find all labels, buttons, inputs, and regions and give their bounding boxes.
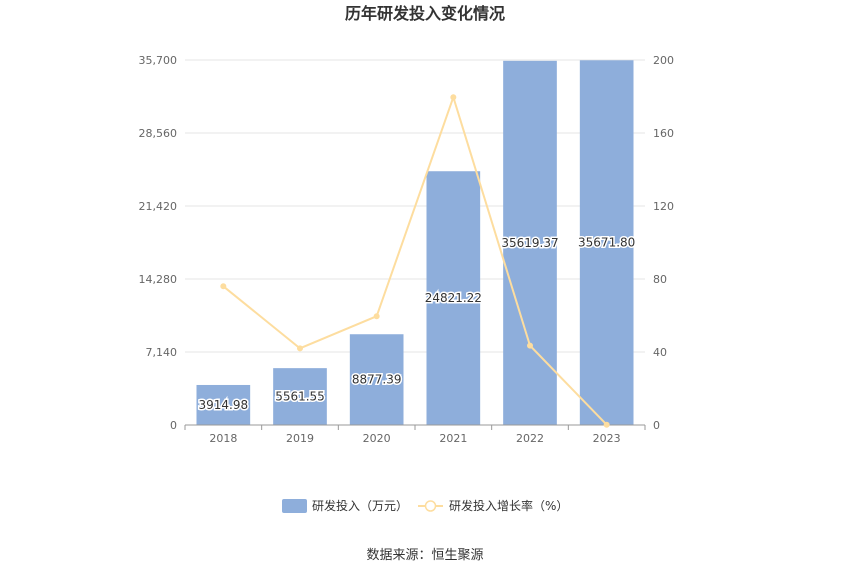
x-tick-label: 2022 (516, 432, 544, 445)
bar-value-label: 35671.80 (578, 236, 635, 250)
legend-line-label: 研发投入增长率（%） (449, 498, 568, 513)
y-right-tick-label: 120 (653, 200, 674, 213)
bar[interactable] (426, 171, 481, 425)
y-left-tick-label: 7,140 (146, 346, 178, 359)
bar-value-label: 5561.55 (275, 390, 325, 404)
bar-labels: 3914.98 5561.55 8877.39 24821.22 35619.37 356… (197, 234, 637, 413)
growth-line (220, 94, 610, 428)
bar-value-label: 3914.98 (199, 398, 249, 412)
y-left-tick-label: 21,420 (139, 200, 178, 213)
growth-point[interactable] (297, 345, 303, 352)
bar[interactable] (273, 368, 327, 425)
y-axis-right: 0 40 80 120 160 200 (653, 54, 674, 432)
legend-item-bar[interactable]: 研发投入（万元） (282, 498, 408, 513)
y-left-tick-label: 0 (170, 419, 177, 432)
legend-line-marker (424, 500, 437, 512)
y-axis-left: 0 7,140 14,280 21,420 28,560 35,700 (139, 54, 178, 432)
legend: 研发投入（万元） 研发投入增长率（%） (282, 498, 568, 513)
y-left-tick-label: 28,560 (139, 127, 178, 140)
legend-item-line[interactable]: 研发投入增长率（%） (418, 498, 568, 513)
x-tick-label: 2020 (363, 432, 391, 445)
bar-value-label: 24821.22 (425, 291, 482, 305)
y-right-tick-label: 0 (653, 419, 660, 432)
x-axis-ticks: 2018 2019 2020 2021 2022 2023 (184, 425, 646, 445)
x-tick-label: 2019 (286, 432, 314, 445)
y-right-tick-label: 80 (653, 273, 667, 286)
y-left-tick-label: 14,280 (139, 273, 178, 286)
bar[interactable] (579, 60, 634, 425)
growth-point[interactable] (527, 342, 533, 349)
y-right-tick-label: 40 (653, 346, 667, 359)
y-right-tick-label: 200 (653, 54, 674, 67)
growth-point[interactable] (220, 283, 227, 290)
x-tick-label: 2021 (439, 432, 467, 445)
growth-point[interactable] (450, 94, 457, 101)
chart-title: 历年研发投入变化情况 (345, 4, 505, 23)
growth-point[interactable] (373, 313, 380, 320)
y-right-tick-label: 160 (653, 127, 674, 140)
bar-value-label: 35619.37 (501, 236, 558, 250)
x-tick-label: 2018 (209, 432, 237, 445)
growth-polyline (222, 94, 608, 426)
bars (196, 60, 634, 425)
bar-value-label: 8877.39 (352, 373, 402, 387)
legend-bar-swatch (282, 499, 307, 513)
x-tick-label: 2023 (593, 432, 621, 445)
legend-bar-label: 研发投入（万元） (312, 498, 408, 513)
data-source: 数据来源：恒生聚源 (366, 548, 483, 563)
bar[interactable] (196, 384, 251, 425)
bar[interactable] (349, 334, 404, 425)
y-left-tick-label: 35,700 (139, 54, 178, 67)
growth-point[interactable] (603, 421, 610, 428)
